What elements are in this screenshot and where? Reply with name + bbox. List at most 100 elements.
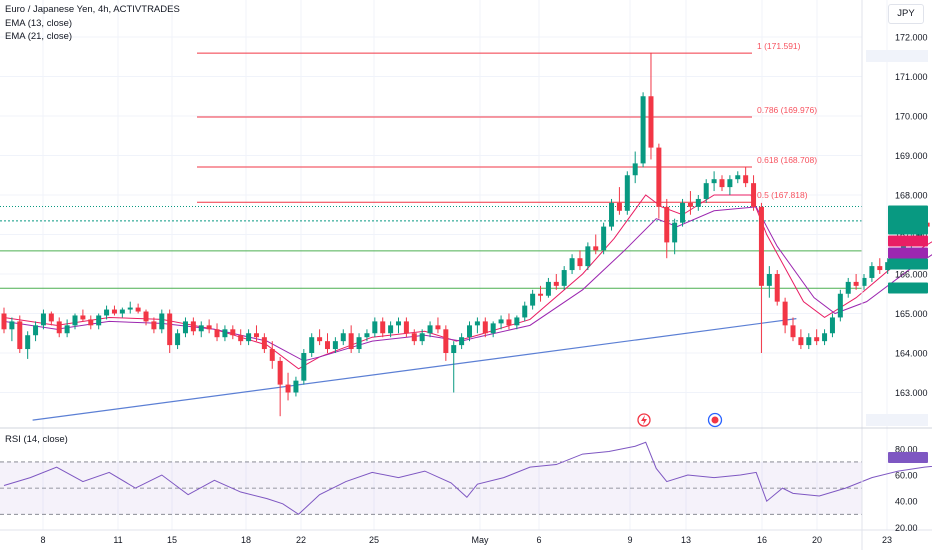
candle-body [48, 313, 54, 322]
candle-body [40, 313, 46, 326]
candle-body [56, 321, 62, 334]
candle-body [222, 329, 228, 338]
candle-body [861, 277, 867, 286]
candle-body [230, 329, 236, 336]
y-tick-label: 172.000 [895, 33, 928, 43]
candle-body [648, 96, 654, 148]
rsi-y-tick-label: 60.00 [895, 471, 918, 481]
candle-body [332, 341, 338, 350]
candle-body [143, 311, 149, 322]
ema13-legend[interactable]: EMA (13, close) [5, 18, 73, 29]
x-tick-label: 9 [627, 535, 632, 545]
candle-body [687, 202, 693, 207]
fib-level-label: 0.5 (167.818) [757, 190, 808, 200]
candle-body [727, 179, 733, 188]
candle-body [490, 323, 496, 334]
candle-body [577, 258, 583, 267]
candle-body [309, 337, 315, 353]
candle-body [624, 175, 630, 211]
candle-body [585, 246, 591, 267]
candle-body [553, 281, 559, 286]
candle-body [751, 183, 757, 207]
x-tick-label: 6 [536, 535, 541, 545]
x-tick-label: 23 [882, 535, 892, 545]
candle-body [680, 202, 686, 223]
candle-body [198, 325, 204, 332]
candle-body [25, 335, 31, 350]
candle-body [293, 380, 299, 393]
trendline [32, 318, 797, 421]
price-tag-bg [888, 223, 928, 235]
candle-body [190, 321, 196, 332]
candle-body [790, 325, 796, 338]
candle-body [845, 281, 851, 294]
candle-body [261, 337, 267, 350]
candle-body [774, 274, 780, 302]
candle-body [356, 337, 362, 350]
fibonacci-retracement: 1 (171.591) 0.786 (169.976) 0.618 (168.708… [197, 41, 817, 203]
fib-level-label: 0.618 (168.708) [757, 155, 817, 165]
price-grid [0, 0, 888, 530]
price-tags [866, 50, 928, 463]
candlestick-series [1, 52, 930, 417]
x-tick-label: 16 [757, 535, 767, 545]
chart-title[interactable]: Euro / Japanese Yen, 4h, ACTIVTRADES [5, 4, 180, 15]
candle-body [829, 317, 835, 334]
x-tick-label: 15 [167, 535, 177, 545]
ema21-legend[interactable]: EMA (21, close) [5, 31, 73, 42]
candle-body [253, 333, 259, 338]
y-tick-label: 165.000 [895, 309, 928, 319]
candle-body [388, 325, 394, 334]
currency-button[interactable]: JPY [888, 4, 924, 24]
candle-body [474, 321, 480, 326]
candle-body [640, 96, 646, 164]
low-tag-bg [866, 414, 928, 426]
candle-body [277, 360, 283, 385]
chart-icons [637, 412, 723, 428]
rsi-line [3, 441, 932, 515]
horizontal-lines [0, 206, 862, 289]
candle-body [798, 337, 804, 346]
candle-body [403, 321, 409, 334]
candle-body [427, 325, 433, 334]
candle-body [348, 333, 354, 350]
candle-body [364, 333, 370, 338]
candle-body [175, 333, 181, 346]
candle-body [545, 281, 551, 296]
candle-body [885, 262, 891, 271]
candle-body [758, 206, 764, 286]
candle-body [167, 313, 173, 346]
x-tick-label: 8 [40, 535, 45, 545]
y-tick-label: 169.000 [895, 151, 928, 161]
candle-body [735, 175, 741, 180]
rsi-grid [0, 461, 862, 515]
price-tag-bg [888, 205, 928, 227]
candle-body [869, 266, 875, 278]
y-tick-label: 170.000 [895, 112, 928, 122]
y-tick-label: 168.000 [895, 191, 928, 201]
candle-body [853, 281, 859, 286]
rsi-y-tick-label: 40.00 [895, 497, 918, 507]
candle-body [822, 333, 828, 342]
price-tag-bg [888, 235, 928, 247]
candle-body [64, 325, 70, 334]
y-tick-label: 164.000 [895, 349, 928, 359]
candle-body [324, 341, 330, 350]
candle-body [396, 321, 401, 326]
rsi-legend[interactable]: RSI (14, close) [5, 434, 68, 445]
candle-body [766, 274, 772, 286]
candle-body [419, 333, 425, 342]
candle-body [451, 345, 457, 353]
candle-body [340, 333, 346, 342]
lightning-glyph-icon [641, 415, 647, 425]
economic-event-dot-icon [711, 416, 719, 424]
candle-body [285, 384, 291, 393]
price-tag-bg [888, 247, 928, 259]
candle-body [672, 222, 678, 243]
candle-body [459, 337, 465, 346]
candle-body [522, 305, 528, 318]
x-tick-label: 13 [681, 535, 691, 545]
candle-body [135, 307, 141, 312]
trendline [32, 318, 797, 421]
